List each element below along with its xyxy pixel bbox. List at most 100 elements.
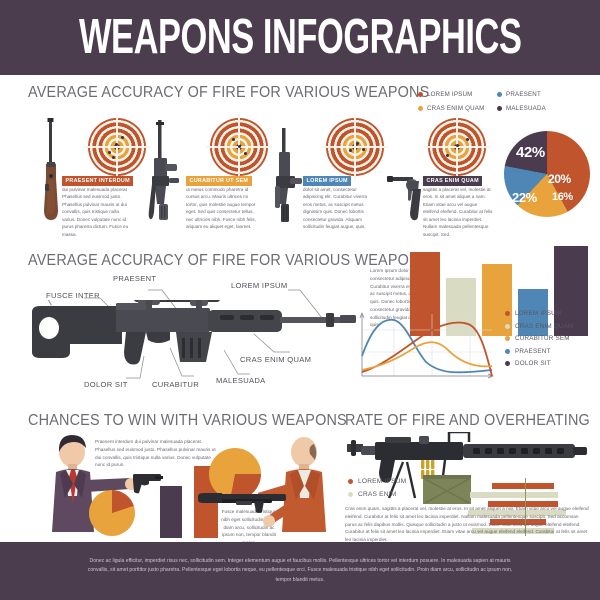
pie-slice-label: 42% [516,144,545,161]
callout-label-malesuada: MALESUADA [216,376,266,385]
legend-label: PRAESENT [506,91,541,98]
section3-pie-left [89,490,135,536]
bullet-hole [456,144,459,147]
section1-title: AVERAGE ACCURACY OF FIRE FOR VARIOUS WEA… [28,84,430,101]
legend-dot-icon [497,106,502,111]
callout-label-dolor-sit: DOLOR SIT [84,380,128,389]
target-chart-2 [206,114,272,180]
section2-side-text: Lorem ipsum dolor sit amet, consectetur … [370,268,431,328]
assault-rifle-icon [148,120,179,220]
target-chart-3 [322,114,388,180]
callout-label-lorem-ipsum: LOREM IPSUM [231,281,288,290]
callout-label-praesent: PRAESENT [113,274,157,283]
machine-gun-icon [347,432,587,504]
callout-label-fusce-inter: FUSCE INTER [46,291,100,300]
legend-dot-icon [505,311,510,316]
pistol-icon [133,474,163,494]
overheat-bar-red-3 [490,519,546,525]
legend-item: DOLOR SIT [505,360,573,367]
legend-label: LOREM IPSUM [358,478,407,485]
legend-item: PRAESENT [505,348,573,355]
bullet-hole [115,143,118,146]
legend-dot-icon [418,106,423,111]
legend-dot-icon [348,492,353,497]
bullet-hole [349,149,352,152]
legend-dot-icon [497,92,502,97]
sniper-rifle-icon [32,300,356,365]
overheat-bar-green-2 [468,510,566,516]
section1-pie-chart [504,131,590,217]
overheat-bar-red-2 [488,501,558,507]
page-header: WEAPONS INFOGRAPHICS [0,0,600,75]
pie-slice-label: 22% [512,190,537,205]
legend-label: CRAS ENIM QUAM [515,322,574,330]
section1-legend: LOREM IPSUM PRAESENT CRAS ENIM QUAM MALE… [418,89,577,114]
legend-label: CRAS ENIM [358,491,397,498]
bullet-hole [356,142,359,145]
section3-top-text: Praesent interdum dui pulvinar malesuada… [95,439,216,468]
legend-item: CRAS ENIM QUAM [505,323,573,330]
bullet-hole [362,148,365,151]
legend-label: LOREM IPSUM [515,310,562,317]
section4-text: Cras enim quam, sagittis a placerat vel,… [345,506,589,542]
hunting-rifle-icon [44,118,58,220]
page-title: WEAPONS INFOGRAPHICS [78,10,522,64]
overheat-bar-red-1 [492,483,554,489]
target-chart-1 [84,114,150,180]
section2-title: AVERAGE ACCURACY OF FIRE FOR VARIOUS WEA… [28,252,430,269]
legend-item: MALESUADA [497,103,577,114]
legend-label: DOLOR SIT [515,360,551,367]
legend-item: CRAS ENIM [348,491,406,498]
pie-slice-label: 16% [552,191,573,203]
callout-label-curabitur: CURABITUR [152,380,199,389]
legend-item: LOREM IPSUM [505,310,573,317]
bar-left [160,486,182,538]
card-badge-4: CRAS ENIM QUAM [423,176,483,187]
card-text-3: dolor sit amet, consectetur adipiscing e… [303,187,368,230]
bar-dolor-sit [554,246,588,336]
legend-label: CRAS ENIM QUAM [427,105,485,112]
card-text-2: ut metus commodo pharetra id cursus arcu… [186,187,256,230]
section4-title: RATE OF FIRE AND OVERHEATING [345,412,590,429]
section2-legend: LOREM IPSUM CRAS ENIM QUAM CURABITUR SEM… [505,310,573,373]
legend-dot-icon [505,361,510,366]
revolver-icon [387,176,421,221]
bullet-hole [232,138,235,141]
bullet-hole [466,138,469,141]
overheat-bar-green-3 [472,528,554,534]
bullet-hole [244,152,247,155]
legend-item: PRAESENT [497,89,577,100]
page-footer: Donec ac ligula efficitur, imperdiet ris… [0,542,600,600]
section3-title: CHANCES TO WIN WITH VARIOUS WEAPONS [28,412,347,429]
crosshair-vertical [354,114,356,180]
legend-label: CURABITUR SEM [515,335,570,342]
pie-slice-label: 20% [548,172,571,186]
overheat-threshold-line [525,478,526,536]
section3-pie-right [209,448,261,500]
crosshair-vertical [116,114,118,180]
card-text-1: dui pulvinar malesuada placerat Phasellu… [62,187,129,237]
person-right-icon [258,437,326,532]
legend-item: LOREM IPSUM [348,478,406,485]
section2-line-chart [359,312,494,379]
bullet-hole [108,151,111,154]
legend-item: CRAS ENIM QUAM [418,103,493,114]
legend-dot-icon [418,92,423,97]
target-chart-4 [424,114,490,180]
legend-label: MALESUADA [506,105,546,112]
card-badge-1: PRAESENT INTERDUM [62,176,134,187]
footer-text: Donec ac ligula efficitur, imperdiet ris… [87,557,513,583]
legend-label: PRAESENT [515,347,551,355]
crosshair-vertical [456,114,458,180]
card-badge-2: CURABITUR UT SEM [186,176,252,187]
callout-label-cras-enim-quam: CRAS ENIM QUAM [240,355,312,364]
legend-dot-icon [505,348,510,354]
shotgun-icon [198,493,286,513]
card-text-4: sagittis a placerat vel, molestie at ero… [423,187,493,237]
bar-praesent [518,289,548,336]
bar-lorem-ipsum [410,252,440,336]
bullet-hole [112,156,115,159]
legend-item: LOREM IPSUM [418,89,493,100]
bullet-hole [121,136,124,139]
